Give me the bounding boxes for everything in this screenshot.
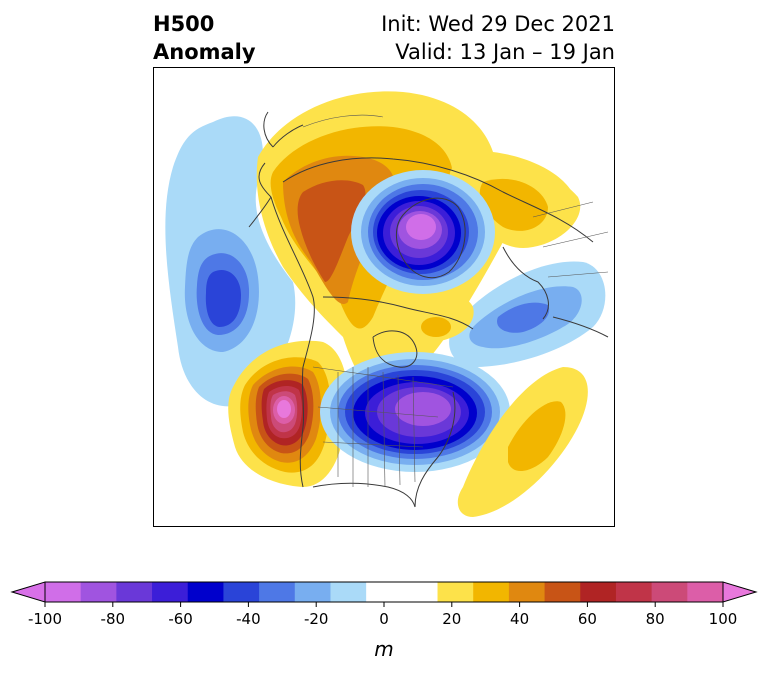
- colorbar-tick-label: -80: [101, 610, 126, 628]
- colorbar-tick-label: -40: [236, 610, 261, 628]
- valid-range: Valid: 13 Jan – 19 Jan: [395, 40, 615, 64]
- colorbar-cell: [508, 582, 546, 602]
- ridge-atlantic: [457, 367, 588, 517]
- colorbar-cell: [544, 582, 581, 602]
- colorbar-cell: [473, 582, 510, 602]
- colorbar-cell: [294, 582, 331, 602]
- colorbar-tick-label: 60: [578, 610, 597, 628]
- colorbar-tick-label: 0: [379, 610, 389, 628]
- colorbar-cell: [152, 582, 189, 602]
- trough-east-na: [320, 352, 510, 472]
- trough-polar: [351, 170, 495, 294]
- title-left: H500 Anomaly: [153, 10, 256, 66]
- colorbar-cell: [615, 582, 653, 602]
- colorbar-tick-label: 100: [709, 610, 738, 628]
- colorbar-tick-label: -60: [168, 610, 193, 628]
- borders: [302, 114, 609, 488]
- colorbar-cell: [259, 582, 296, 602]
- title-right: Init: Wed 29 Dec 2021 Valid: 13 Jan – 19…: [381, 10, 615, 66]
- map-frame: [153, 67, 615, 527]
- colorbar-cell: [116, 582, 153, 602]
- title-type: Anomaly: [153, 40, 256, 64]
- colorbar-over-arrow: [722, 581, 758, 603]
- colorbar-cell: [330, 582, 367, 602]
- colorbar-tick-label: 40: [510, 610, 529, 628]
- ridge-west-na: [228, 340, 348, 487]
- colorbar: -100 -80 -60 -40 -20 0 20 40 60 80 100 m: [10, 581, 758, 661]
- colorbar-label: m: [374, 637, 393, 661]
- colorbar-cell: [687, 582, 724, 602]
- colorbar-tick-label: 20: [442, 610, 461, 628]
- colorbar-cell: [401, 582, 439, 602]
- colorbar-under-arrow: [10, 581, 46, 603]
- colorbar-cell: [187, 582, 224, 602]
- colorbar-cell: [651, 582, 688, 602]
- colorbar-cell: [366, 582, 403, 602]
- init-date: Init: Wed 29 Dec 2021: [381, 12, 615, 36]
- colorbar-cell: [45, 582, 82, 602]
- colorbar-cell: [80, 582, 117, 602]
- colorbar-ticks: -100 -80 -60 -40 -20 0 20 40 60 80 100: [28, 602, 737, 628]
- ridge-hudson: [399, 294, 474, 342]
- colorbar-cells: [45, 582, 724, 602]
- colorbar-cell: [580, 582, 617, 602]
- colorbar-tick-label: -100: [28, 610, 62, 628]
- anomaly-map: [153, 67, 615, 527]
- colorbar-cell: [437, 582, 474, 602]
- colorbar-tick-label: -20: [304, 610, 329, 628]
- colorbar-cell: [223, 582, 260, 602]
- trough-pacific: [165, 116, 296, 407]
- title-variable: H500: [153, 12, 215, 36]
- colorbar-tick-label: 80: [646, 610, 665, 628]
- trough-eurasia: [449, 261, 606, 367]
